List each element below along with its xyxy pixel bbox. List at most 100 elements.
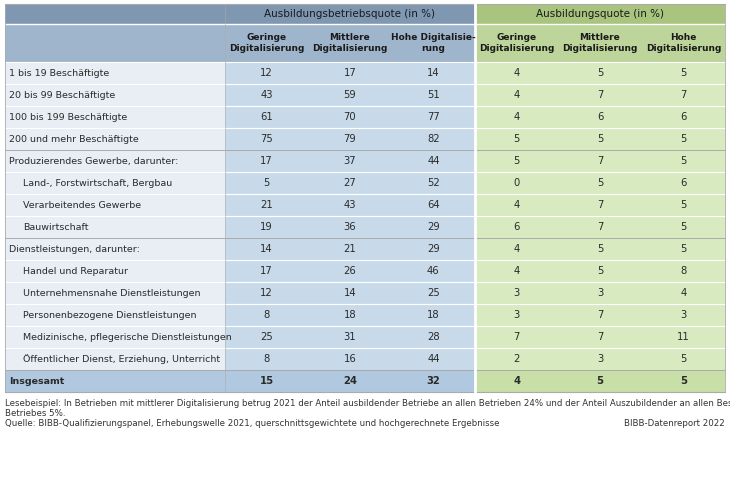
Text: 4: 4 [513,376,520,386]
Bar [308,172,392,194]
Text: Produzierendes Gewerbe, darunter:: Produzierendes Gewerbe, darunter: [9,156,178,165]
Bar [642,24,725,62]
Bar [5,62,225,84]
Bar [558,62,642,84]
Bar [475,62,558,84]
Bar [392,260,475,282]
Bar [392,150,475,172]
Text: 5: 5 [597,244,603,254]
Text: 5: 5 [264,178,270,188]
Text: 14: 14 [344,288,356,298]
Text: Mittlere
Digitalisierung: Mittlere Digitalisierung [312,33,388,53]
Bar [392,172,475,194]
Bar [308,84,392,106]
Bar [475,24,558,62]
Bar [392,216,475,238]
Text: 29: 29 [427,222,439,232]
Bar [642,128,725,150]
Bar [308,216,392,238]
Bar [558,304,642,326]
Text: 5: 5 [680,354,686,364]
Text: 4: 4 [513,200,520,210]
Text: 21: 21 [344,244,356,254]
Bar [5,4,225,24]
Bar [558,194,642,216]
Text: 32: 32 [426,376,440,386]
Bar [308,150,392,172]
Text: Land-, Forstwirtschaft, Bergbau: Land-, Forstwirtschaft, Bergbau [23,178,172,187]
Bar [5,260,225,282]
Bar [5,348,225,370]
Text: 5: 5 [597,266,603,276]
Text: 5: 5 [513,134,520,144]
Bar [5,238,225,260]
Text: 5: 5 [680,134,686,144]
Text: 3: 3 [680,310,686,320]
Text: 36: 36 [344,222,356,232]
Text: Handel und Reparatur: Handel und Reparatur [23,267,128,276]
Bar [225,238,308,260]
Bar [392,370,475,392]
Bar [225,216,308,238]
Text: 6: 6 [680,178,686,188]
Bar [558,84,642,106]
Text: 4: 4 [513,68,520,78]
Bar [308,260,392,282]
Bar [642,194,725,216]
Text: 17: 17 [261,156,273,166]
Bar [475,4,725,24]
Bar [558,150,642,172]
Bar [225,194,308,216]
Text: 7: 7 [597,90,603,100]
Bar [5,128,225,150]
Bar [392,24,475,62]
Text: 75: 75 [261,134,273,144]
Text: 82: 82 [427,134,439,144]
Text: 37: 37 [344,156,356,166]
Bar [642,282,725,304]
Text: 4: 4 [513,266,520,276]
Text: 16: 16 [344,354,356,364]
Text: 27: 27 [344,178,356,188]
Bar [225,282,308,304]
Text: 0: 0 [513,178,520,188]
Bar [392,282,475,304]
Bar [5,150,225,172]
Text: Ausbildungsbetriebsquote (in %): Ausbildungsbetriebsquote (in %) [264,9,436,19]
Text: 61: 61 [261,112,273,122]
Text: Ausbildungsquote (in %): Ausbildungsquote (in %) [536,9,664,19]
Bar [308,128,392,150]
Text: 29: 29 [427,244,439,254]
Bar [475,128,558,150]
Text: 64: 64 [427,200,439,210]
Text: Hohe Digitalisie-
rung: Hohe Digitalisie- rung [391,33,476,53]
Bar [558,282,642,304]
Text: 6: 6 [597,112,603,122]
Bar [475,348,558,370]
Text: 3: 3 [597,288,603,298]
Text: 14: 14 [427,68,439,78]
Bar [5,194,225,216]
Text: 17: 17 [261,266,273,276]
Bar [475,282,558,304]
Bar [642,238,725,260]
Bar [225,24,308,62]
Text: 3: 3 [597,354,603,364]
Text: 7: 7 [597,222,603,232]
Text: Quelle: BIBB-Qualifizierungspanel, Erhebungswelle 2021, querschnittsgewichtete u: Quelle: BIBB-Qualifizierungspanel, Erheb… [5,419,499,428]
Text: Insgesamt: Insgesamt [9,376,64,385]
Bar [392,106,475,128]
Text: 8: 8 [680,266,686,276]
Text: 5: 5 [680,200,686,210]
Bar [558,260,642,282]
Text: 5: 5 [680,244,686,254]
Text: 8: 8 [264,310,270,320]
Bar [308,370,392,392]
Bar [475,304,558,326]
Bar [475,106,558,128]
Text: 7: 7 [680,90,686,100]
Bar [558,172,642,194]
Text: Bauwirtschaft: Bauwirtschaft [23,222,88,231]
Bar [558,128,642,150]
Bar [642,304,725,326]
